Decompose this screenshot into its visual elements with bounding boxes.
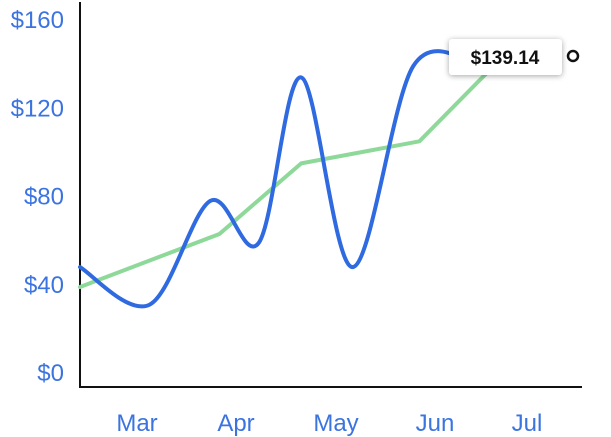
x-tick-label: Jul: [512, 410, 543, 437]
y-axis-ticks: $0 $40 $80 $120 $160: [11, 7, 64, 387]
y-tick-label: $120: [11, 95, 64, 122]
y-tick-label: $0: [37, 360, 64, 387]
x-axis-ticks: Mar Apr May Jun Jul: [116, 410, 542, 437]
x-tick-label: Jun: [416, 410, 455, 437]
price-series-line: [78, 49, 482, 309]
y-tick-label: $40: [24, 272, 64, 299]
x-tick-label: Apr: [217, 410, 254, 437]
trend-series-line: [78, 68, 491, 289]
y-tick-label: $80: [24, 184, 64, 211]
highlight-point: [566, 49, 580, 63]
x-tick-label: May: [313, 410, 358, 437]
tooltip-label: $139.14: [471, 48, 540, 69]
value-tooltip: $139.14: [449, 39, 562, 75]
x-tick-label: Mar: [116, 410, 157, 437]
series-layer: [78, 49, 491, 309]
y-tick-label: $160: [11, 7, 64, 34]
tooltip-box: [449, 39, 562, 75]
